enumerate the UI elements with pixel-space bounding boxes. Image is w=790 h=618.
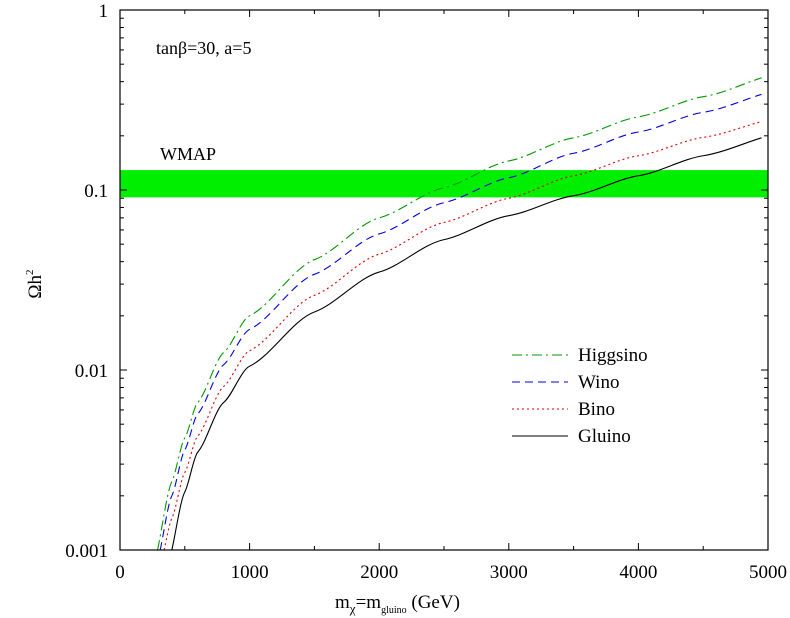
x-tick-label: 5000 bbox=[749, 562, 787, 583]
y-tick-label: 0.1 bbox=[84, 181, 108, 202]
x-axis-title-sub1: χ bbox=[349, 601, 356, 616]
legend-label-higgsino: Higgsino bbox=[578, 345, 648, 366]
y-tick-label: 0.01 bbox=[75, 361, 108, 382]
x-tick-label: 3000 bbox=[490, 562, 528, 583]
parameter-annotation: tanβ=30, a=5 bbox=[156, 38, 251, 58]
legend-label-gluino: Gluino bbox=[578, 426, 631, 447]
plot-frame bbox=[119, 9, 769, 551]
legend-label-bino: Bino bbox=[578, 399, 615, 420]
y-axis-title-base: Ωh bbox=[25, 274, 46, 298]
x-axis-title-mid: =m bbox=[356, 592, 382, 613]
y-axis-title: Ωh2 bbox=[24, 269, 46, 298]
band-label: WMAP bbox=[160, 144, 216, 164]
x-tick-label: 0 bbox=[115, 562, 125, 583]
series-layer bbox=[157, 77, 762, 551]
legend-label-wino: Wino bbox=[578, 372, 619, 393]
x-tick-label: 4000 bbox=[619, 562, 657, 583]
tick-layer: 0 1000 2000 3000 4000 5000 0.001 0.01 0.1 1 bbox=[65, 1, 787, 583]
x-tick-label: 2000 bbox=[360, 562, 398, 583]
y-axis-title-sup: 2 bbox=[24, 269, 36, 275]
y-tick-label: 1 bbox=[99, 1, 109, 22]
series-line-gluino bbox=[171, 137, 762, 551]
x-tick-label: 1000 bbox=[231, 562, 269, 583]
x-axis-title-sub2: gluino bbox=[381, 605, 407, 616]
legend: Higgsino Wino Bino Gluino bbox=[512, 345, 648, 447]
x-axis-title-tail: (GeV) bbox=[407, 592, 460, 613]
x-axis-title: mχ=mgluino (GeV) bbox=[335, 592, 460, 616]
series-line-wino bbox=[159, 93, 762, 551]
x-axis-title-base: m bbox=[335, 592, 350, 613]
series-line-higgsino bbox=[157, 77, 762, 551]
wmap-band-layer bbox=[120, 170, 768, 198]
y-tick-label: 0.001 bbox=[65, 541, 108, 562]
wmap-band bbox=[120, 170, 768, 198]
